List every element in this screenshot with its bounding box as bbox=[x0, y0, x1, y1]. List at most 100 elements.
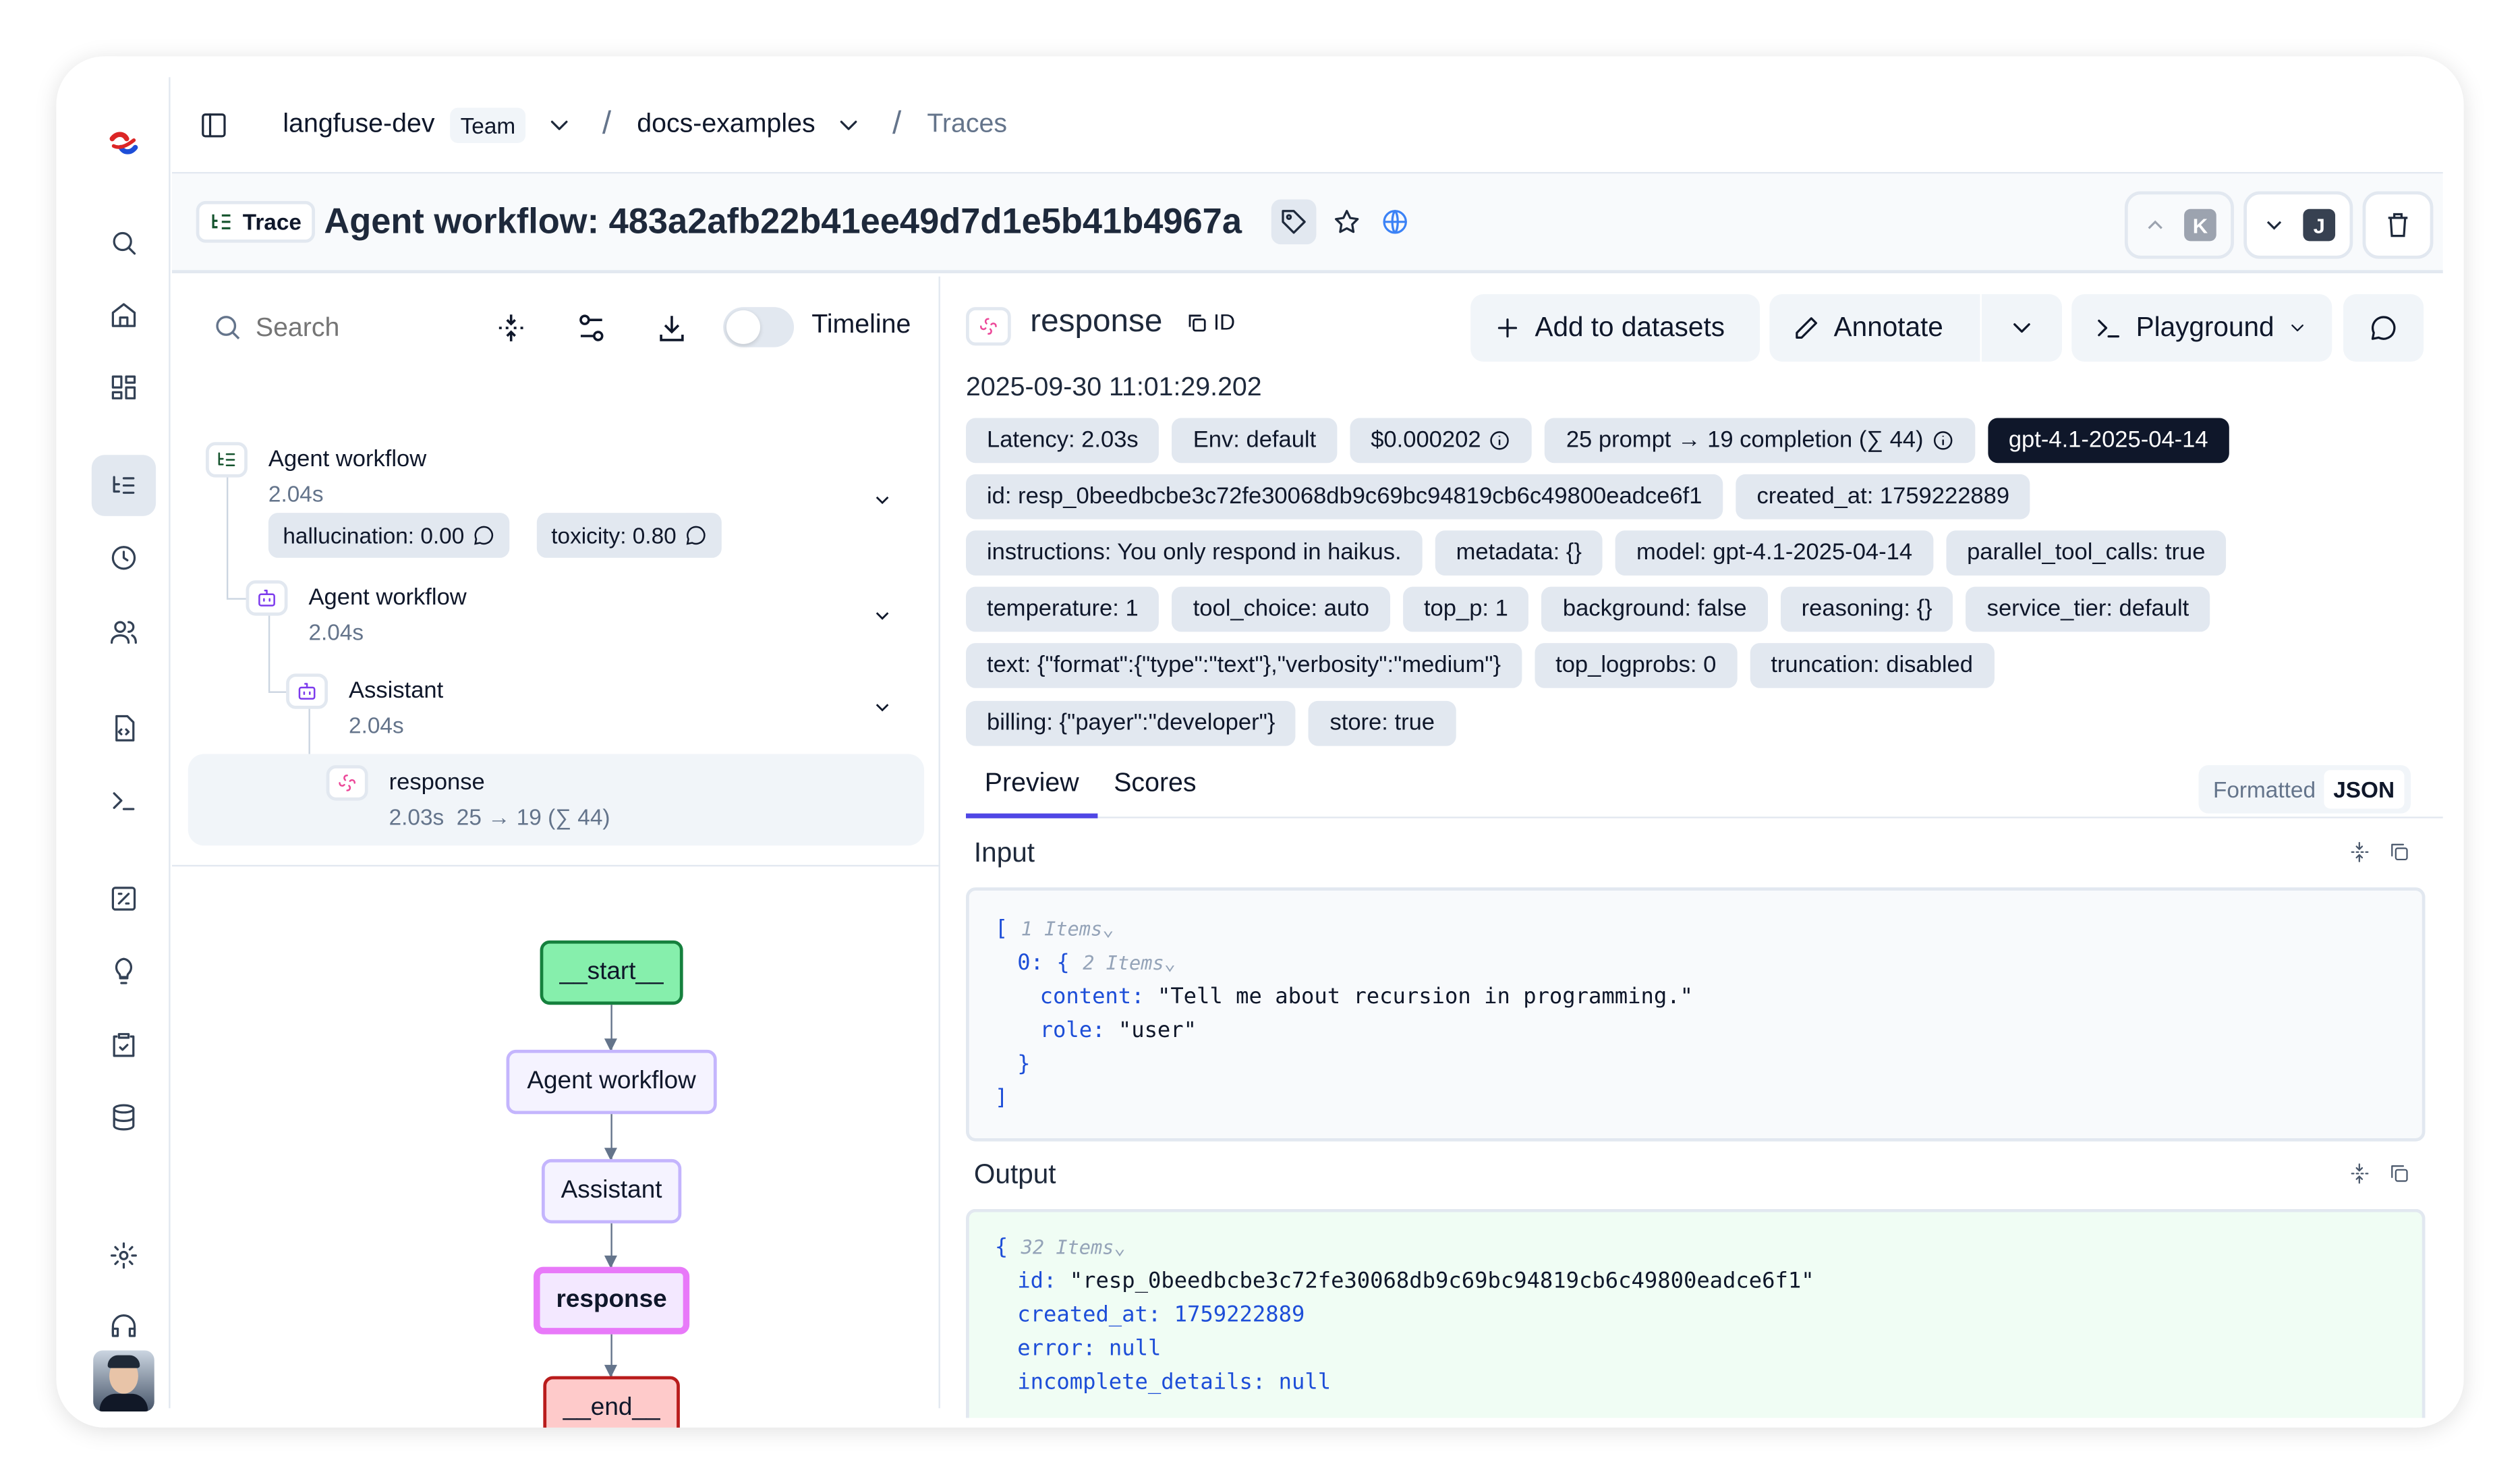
langfuse-logo[interactable] bbox=[108, 127, 140, 159]
metadata-chip: truncation: disabled bbox=[1750, 643, 1994, 688]
playground-button[interactable]: Playground bbox=[2071, 294, 2332, 362]
metadata-chip: model: gpt-4.1-2025-04-14 bbox=[1615, 530, 1934, 576]
timeline-toggle[interactable] bbox=[723, 307, 795, 347]
breadcrumb-org[interactable]: langfuse-dev bbox=[283, 109, 435, 138]
json-key: incomplete_details: bbox=[1017, 1370, 1266, 1396]
tree-item-assistant[interactable]: Assistant 2.04s bbox=[349, 678, 443, 737]
comments-button[interactable] bbox=[2343, 294, 2424, 362]
metadata-chip: created_at: 1759222889 bbox=[1736, 474, 2031, 520]
tree-item-response[interactable]: response 2.03s 25 → 19 (∑ 44) bbox=[389, 770, 610, 829]
json-item-count[interactable]: 2 Items bbox=[1083, 951, 1164, 974]
edit-icon bbox=[1796, 317, 1818, 339]
tag-icon[interactable] bbox=[1270, 199, 1316, 245]
graph-node-response[interactable]: response bbox=[534, 1266, 690, 1335]
chevron-down-icon[interactable] bbox=[871, 696, 893, 719]
breadcrumb-project[interactable]: docs-examples bbox=[637, 109, 815, 138]
usage-value: 25 prompt → 19 completion (∑ 44) bbox=[1566, 427, 1924, 453]
usage-chip[interactable]: 25 prompt → 19 completion (∑ 44) bbox=[1545, 418, 1975, 464]
metadata-chip: reasoning: {} bbox=[1780, 586, 1953, 632]
collapse-json-icon[interactable] bbox=[2348, 1163, 2374, 1188]
metadata-chip: metadata: {} bbox=[1435, 530, 1603, 576]
graph-node-end[interactable]: __end__ bbox=[543, 1376, 680, 1428]
metadata-chip-row: billing: {"payer":"developer"} store: tr… bbox=[966, 700, 1456, 746]
metadata-chip-row: instructions: You only respond in haikus… bbox=[966, 530, 2227, 576]
users-icon[interactable] bbox=[108, 616, 140, 648]
score-label: hallucination: 0.00 bbox=[283, 522, 465, 549]
metadata-chip: service_tier: default bbox=[1966, 586, 2210, 632]
org-chevron-down-icon[interactable] bbox=[541, 107, 576, 142]
user-avatar[interactable] bbox=[93, 1350, 154, 1412]
collapse-json-icon[interactable] bbox=[2348, 841, 2374, 866]
support-icon[interactable] bbox=[108, 1310, 140, 1343]
json-item-count[interactable]: 32 Items bbox=[1021, 1236, 1114, 1259]
output-section-label: Output bbox=[973, 1158, 1056, 1190]
graph-node-start[interactable]: __start__ bbox=[540, 940, 683, 1005]
search-icon[interactable] bbox=[108, 227, 140, 259]
sidebar-toggle-icon[interactable] bbox=[196, 107, 231, 142]
json-key: id: bbox=[1017, 1268, 1057, 1295]
generation-node-icon bbox=[326, 765, 368, 801]
annotation-icon[interactable] bbox=[108, 1029, 140, 1061]
input-json-viewer[interactable]: [ 1 Items⌄ 0: { 2 Items⌄ content: "Tell … bbox=[966, 887, 2426, 1142]
score-chip-hallucination[interactable]: hallucination: 0.00 bbox=[268, 513, 510, 558]
annotate-dropdown-button[interactable] bbox=[1981, 294, 2063, 362]
copy-input-icon[interactable] bbox=[2388, 841, 2414, 866]
terminal-icon bbox=[2098, 319, 2120, 338]
tree-item-name: Agent workflow bbox=[268, 447, 427, 473]
chevron-down-icon[interactable] bbox=[871, 605, 893, 627]
breadcrumb-page[interactable]: Traces bbox=[927, 109, 1008, 138]
tree-search-input[interactable] bbox=[255, 305, 449, 351]
copy-output-icon[interactable] bbox=[2388, 1163, 2414, 1188]
tab-preview[interactable]: Preview bbox=[966, 764, 1098, 818]
tree-item-agent-workflow[interactable]: Agent workflow 2.04s bbox=[308, 585, 466, 644]
json-value: 1759222889 bbox=[1174, 1302, 1305, 1328]
playground-terminal-icon[interactable] bbox=[108, 785, 140, 817]
comment-icon bbox=[474, 526, 493, 545]
lightbulb-icon[interactable] bbox=[108, 955, 140, 987]
metadata-chip: temperature: 1 bbox=[966, 586, 1159, 632]
copy-id-button[interactable]: ID bbox=[1186, 310, 1235, 335]
metadata-chip: text: {"format":{"type":"text"},"verbosi… bbox=[966, 643, 1522, 688]
graph-node-agent-workflow[interactable]: Agent workflow bbox=[506, 1049, 717, 1115]
graph-node-assistant[interactable]: Assistant bbox=[541, 1158, 682, 1224]
metadata-chip: top_logprobs: 0 bbox=[1535, 643, 1738, 688]
sessions-clock-icon[interactable] bbox=[108, 542, 140, 574]
settings-gear-icon[interactable] bbox=[108, 1239, 140, 1272]
scores-icon[interactable] bbox=[108, 883, 140, 915]
tree-item-name: response bbox=[389, 770, 485, 796]
trace-header: Trace Agent workflow: 483a2afb22b41ee49d… bbox=[171, 173, 2443, 274]
metadata-chip: id: resp_0beedbcbe3c72fe30068db9c69bc948… bbox=[966, 474, 1723, 520]
dashboard-icon[interactable] bbox=[108, 371, 140, 403]
plus-icon bbox=[1497, 318, 1518, 338]
database-icon[interactable] bbox=[108, 1101, 140, 1134]
project-chevron-down-icon[interactable] bbox=[831, 107, 866, 142]
output-json-viewer[interactable]: { 32 Items⌄ id: "resp_0beedbcbe3c72fe300… bbox=[966, 1208, 2426, 1418]
chevron-down-icon[interactable] bbox=[871, 488, 893, 511]
annotate-button[interactable]: Annotate bbox=[1769, 294, 1980, 362]
metadata-chip-row: id: resp_0beedbcbe3c72fe30068db9c69bc948… bbox=[966, 474, 2031, 520]
view-formatted-option[interactable]: Formatted bbox=[2212, 776, 2316, 802]
home-icon[interactable] bbox=[108, 299, 140, 331]
next-trace-button[interactable]: J bbox=[2243, 191, 2353, 259]
id-label: ID bbox=[1213, 310, 1236, 335]
model-chip[interactable]: gpt-4.1-2025-04-14 bbox=[1987, 418, 2229, 464]
collapse-all-icon[interactable] bbox=[495, 312, 527, 352]
add-to-datasets-button[interactable]: Add to datasets bbox=[1470, 294, 1760, 362]
previous-trace-button[interactable]: K bbox=[2124, 191, 2234, 259]
traces-icon[interactable] bbox=[91, 455, 156, 516]
cost-chip[interactable]: $0.000202 bbox=[1350, 418, 1533, 464]
org-plan-badge: Team bbox=[451, 107, 525, 142]
comment-icon bbox=[2371, 316, 2396, 340]
tab-scores[interactable]: Scores bbox=[1114, 768, 1197, 798]
delete-button[interactable] bbox=[2362, 191, 2434, 259]
filter-settings-icon[interactable] bbox=[575, 312, 608, 352]
public-globe-icon[interactable] bbox=[1377, 204, 1412, 240]
json-item-count[interactable]: 1 Items bbox=[1021, 918, 1103, 941]
score-chip-toxicity[interactable]: toxicity: 0.80 bbox=[536, 513, 722, 558]
view-json-option[interactable]: JSON bbox=[2323, 770, 2405, 809]
download-icon[interactable] bbox=[656, 312, 688, 352]
star-icon[interactable] bbox=[1329, 204, 1364, 240]
tree-item-trace[interactable]: Agent workflow 2.04s bbox=[268, 447, 426, 506]
trace-badge-label: Trace bbox=[242, 208, 302, 235]
prompts-file-icon[interactable] bbox=[108, 712, 140, 745]
